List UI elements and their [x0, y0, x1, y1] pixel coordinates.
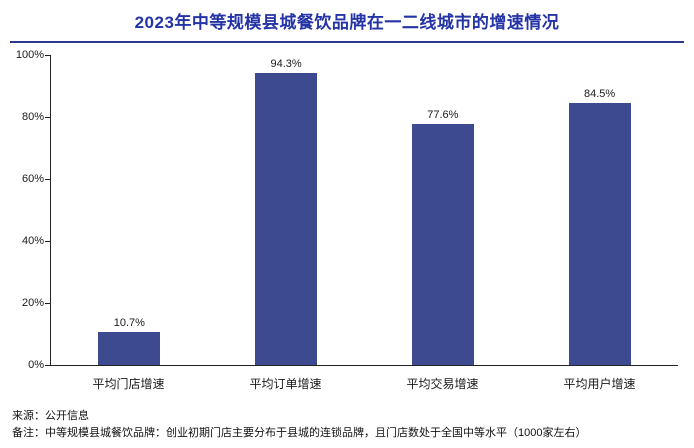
- y-tick-mark: [45, 364, 50, 366]
- x-axis-category-label: 平均门店增速: [92, 377, 165, 391]
- x-axis-category-label: 平均交易增速: [406, 377, 479, 391]
- y-tick-label: 20%: [21, 297, 44, 309]
- bar: [98, 331, 161, 365]
- x-axis-labels: 平均门店增速 平均订单增速 平均交易增速 平均用户增速: [50, 375, 678, 392]
- title-divider: [10, 41, 684, 43]
- y-tick-mark: [45, 116, 50, 118]
- plot-wrap: 0% 20% 40% 60% 80% 100% 10.7% 94.3% 77.6% 84.5%: [16, 49, 678, 371]
- y-tick-mark: [45, 240, 50, 242]
- bar: [568, 103, 631, 365]
- y-tick-mark: [45, 54, 50, 56]
- bar-group: 10.7%: [51, 55, 208, 365]
- y-tick-label: 80%: [21, 111, 44, 123]
- bar-group: 94.3%: [208, 55, 365, 365]
- remark-note: 备注：中等规模县城餐饮品牌：创业初期门店主要分布于县城的连锁品牌，且门店数处于全…: [12, 427, 587, 440]
- y-tick-label: 60%: [21, 173, 44, 185]
- x-axis-category-label: 平均用户增速: [563, 377, 636, 391]
- bar-value-label: 94.3%: [270, 57, 302, 70]
- y-tick-mark: [45, 178, 50, 180]
- bar-group: 84.5%: [521, 55, 678, 365]
- bar: [411, 124, 474, 365]
- y-tick-mark: [45, 302, 50, 304]
- bar-value-label: 84.5%: [584, 88, 616, 101]
- x-axis-category-label: 平均订单增速: [249, 377, 322, 391]
- bar-group: 77.6%: [365, 55, 522, 365]
- y-tick-label: 40%: [21, 235, 44, 247]
- plot-area: 0% 20% 40% 60% 80% 100% 10.7% 94.3% 77.6% 84.5%: [16, 49, 678, 371]
- bar-value-label: 77.6%: [427, 109, 459, 122]
- page-title: 2023年中等规模县城餐饮品牌在一二线城市的增速情况: [134, 13, 560, 32]
- bar: [255, 72, 318, 365]
- y-tick-label: 100%: [15, 49, 44, 61]
- bar-chart: 0% 20% 40% 60% 80% 100% 10.7% 94.3% 77.6% 84.5% 平…: [14, 49, 678, 392]
- bar-value-label: 10.7%: [113, 316, 145, 329]
- y-tick-label: 0%: [28, 359, 44, 371]
- source-note: 来源：公开信息: [12, 410, 89, 422]
- chart-footnotes: 来源：公开信息 备注：中等规模县城餐饮品牌：创业初期门店主要分布于县城的连锁品牌…: [12, 408, 682, 442]
